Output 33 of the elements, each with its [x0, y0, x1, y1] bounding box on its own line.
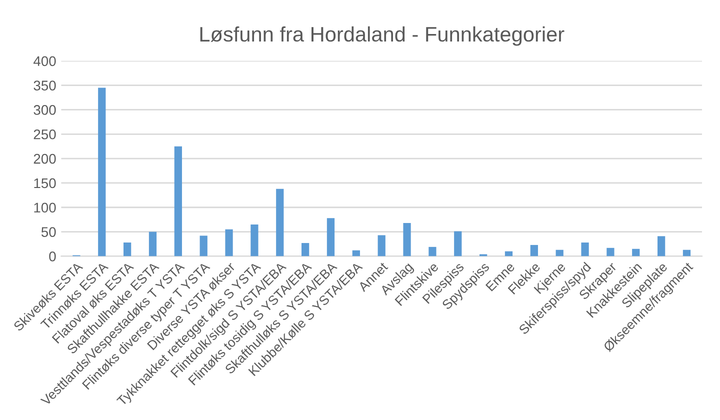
bar	[250, 224, 258, 256]
y-tick-label: 300	[34, 105, 56, 115]
bar	[632, 248, 640, 256]
y-tick-label: 50	[41, 227, 56, 237]
y-tick-label: 100	[34, 202, 56, 213]
y-tick-label: 250	[34, 129, 56, 140]
bar	[276, 188, 284, 256]
bar	[200, 236, 208, 256]
bar	[225, 229, 233, 256]
bar	[403, 223, 411, 256]
bar	[454, 231, 462, 256]
bar	[556, 250, 564, 256]
bar	[148, 232, 157, 256]
bar	[352, 250, 360, 256]
bar	[428, 246, 436, 256]
bar	[504, 251, 513, 256]
bar	[682, 250, 691, 256]
chart-title: Løsfunn fra Hordaland - Funnkategorier	[200, 26, 564, 46]
bar	[98, 88, 106, 256]
bar	[174, 146, 182, 256]
bar	[530, 244, 538, 256]
y-tick-label: 400	[33, 56, 56, 66]
bar	[302, 243, 310, 256]
y-tick-label: 150	[34, 178, 56, 188]
y-tick-label: 0	[49, 252, 56, 262]
y-tick-label: 200	[34, 154, 56, 164]
bar	[378, 235, 386, 256]
bar	[606, 248, 614, 256]
bar	[658, 236, 666, 256]
y-tick-label: 350	[34, 80, 56, 90]
bar	[581, 242, 589, 256]
bar	[326, 218, 335, 256]
bar	[124, 242, 132, 256]
